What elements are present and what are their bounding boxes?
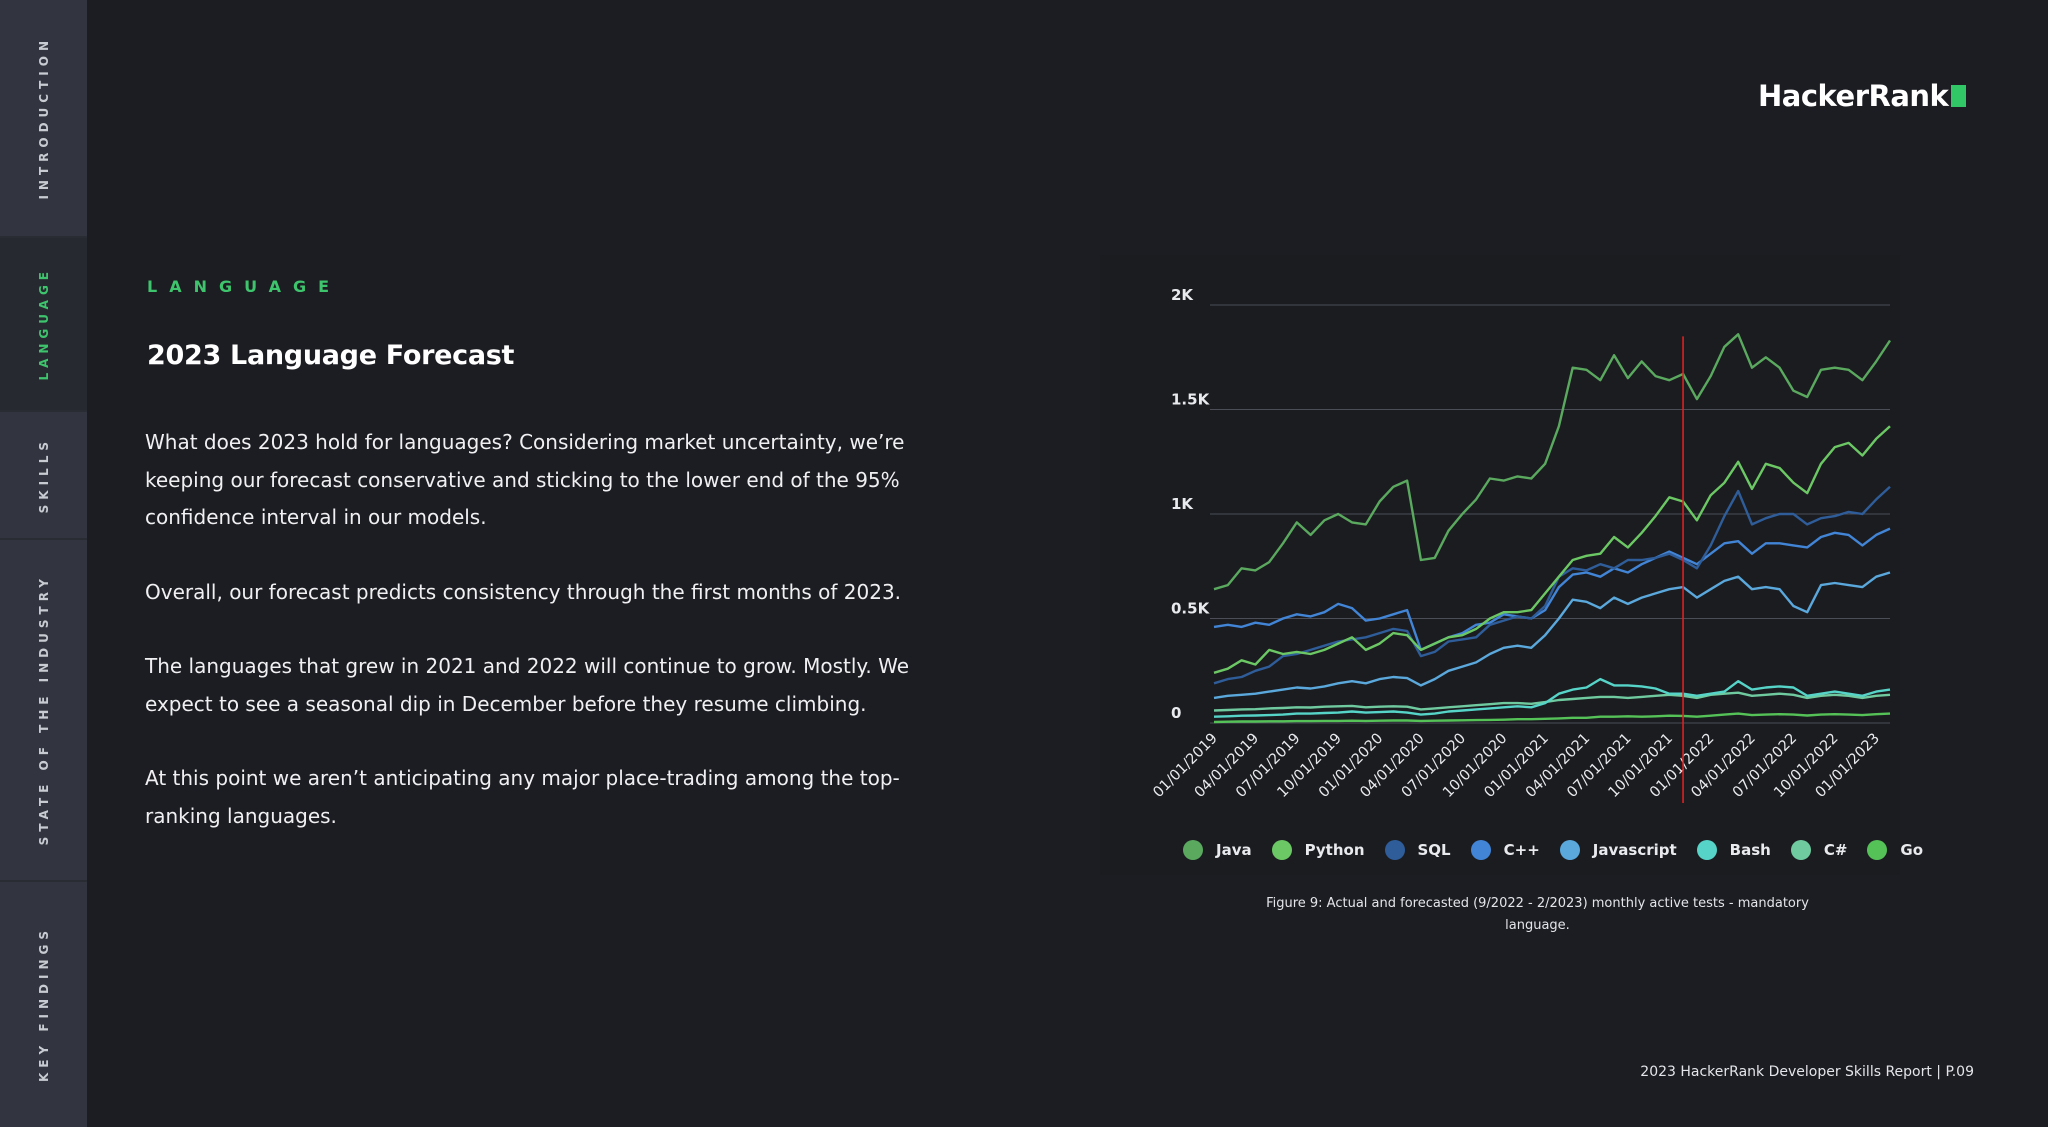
nav-item-label: INTRODUCTION	[36, 36, 51, 200]
section-label: LANGUAGE	[147, 277, 342, 296]
legend-swatch	[1696, 840, 1717, 860]
legend-swatch	[1790, 840, 1811, 860]
nav-item-skills[interactable]: SKILLS	[0, 412, 87, 538]
series-line-bash	[1213, 677, 1891, 718]
legend-label: Javascript	[1592, 841, 1677, 859]
hackerrank-logo: HackerRank	[1758, 78, 1967, 114]
y-tick-label: 2K	[1171, 286, 1194, 304]
logo-wordmark: HackerRank	[1758, 79, 1949, 113]
legend-swatch	[1867, 840, 1888, 860]
chart-legend: Java Python SQL C++ Javascript Bash C# Go	[1183, 838, 1943, 862]
nav-divider	[0, 410, 87, 412]
legend-label: C++	[1503, 841, 1540, 859]
nav-item-label: STATE OF THE INDUSTRY	[36, 574, 51, 846]
body-text: What does 2023 hold for languages? Consi…	[145, 424, 975, 872]
series-line-java	[1213, 333, 1892, 591]
body-paragraph: At this point we aren’t anticipating any…	[145, 766, 900, 828]
y-tick-label: 1.5K	[1171, 391, 1211, 409]
nav-item-label: SKILLS	[36, 436, 51, 514]
legend-swatch	[1271, 840, 1292, 860]
legend-item-javascript[interactable]: Javascript	[1559, 840, 1677, 860]
nav-divider	[0, 880, 87, 882]
section-nav-rail: INTRODUCTION LANGUAGE SKILLS STATE OF TH…	[0, 0, 87, 1127]
chart-svg: 00.5K1K1.5K2K01/01/201904/01/201907/01/2…	[1150, 286, 1892, 803]
legend-label: C#	[1823, 841, 1848, 859]
body-paragraph: Overall, our forecast predicts consisten…	[145, 579, 902, 604]
legend-label: Java	[1216, 841, 1252, 859]
series-line-javascript	[1213, 571, 1891, 700]
legend-label: Bash	[1729, 841, 1771, 859]
nav-item-introduction[interactable]: INTRODUCTION	[0, 0, 87, 236]
legend-item-go[interactable]: Go	[1867, 840, 1923, 860]
nav-divider	[0, 236, 87, 238]
logo-square-icon	[1951, 85, 1967, 107]
series-line-c-	[1213, 691, 1891, 712]
nav-item-key-findings[interactable]: KEY FINDINGS	[0, 882, 87, 1127]
legend-label: SQL	[1417, 841, 1451, 859]
legend-item-sql[interactable]: SQL	[1384, 840, 1451, 860]
series-line-sql	[1213, 485, 1891, 685]
legend-item-python[interactable]: Python	[1271, 840, 1365, 860]
body-paragraph: What does 2023 hold for languages? Consi…	[145, 430, 905, 529]
legend-label: Go	[1900, 841, 1924, 859]
nav-item-language[interactable]: LANGUAGE	[0, 238, 87, 410]
legend-swatch	[1183, 840, 1203, 860]
legend-swatch	[1384, 840, 1405, 860]
figure-caption: Figure 9: Actual and forecasted (9/2022 …	[1266, 896, 1809, 933]
nav-item-state-of-the-industry[interactable]: STATE OF THE INDUSTRY	[0, 540, 87, 880]
series-line-go	[1213, 712, 1891, 724]
legend-swatch	[1559, 840, 1580, 860]
nav-divider	[0, 538, 87, 540]
nav-item-label: LANGUAGE	[36, 267, 51, 381]
series-line-python	[1213, 425, 1891, 674]
legend-item-bash[interactable]: Bash	[1696, 840, 1771, 860]
legend-item-c-[interactable]: C++	[1470, 840, 1540, 860]
legend-item-java[interactable]: Java	[1183, 840, 1252, 860]
y-tick-label: 1K	[1171, 495, 1194, 513]
legend-swatch	[1470, 840, 1491, 860]
page-title: 2023 Language Forecast	[147, 340, 515, 371]
legend-item-c-[interactable]: C#	[1790, 840, 1848, 860]
y-tick-label: 0.5K	[1171, 600, 1211, 618]
nav-item-label: KEY FINDINGS	[36, 926, 51, 1083]
language-forecast-chart: 0 0.5K 1K 1.5K 2K 01/01/2019 04/01/2019 07/01/2…	[1100, 255, 1900, 875]
y-tick-label: 0	[1171, 704, 1181, 722]
legend-label: Python	[1304, 841, 1365, 859]
page-footer: 2023 HackerRank Developer Skills Report …	[1640, 1064, 1974, 1080]
body-paragraph: The languages that grew in 2021 and 2022…	[145, 654, 910, 716]
series-line-c-	[1213, 527, 1891, 652]
